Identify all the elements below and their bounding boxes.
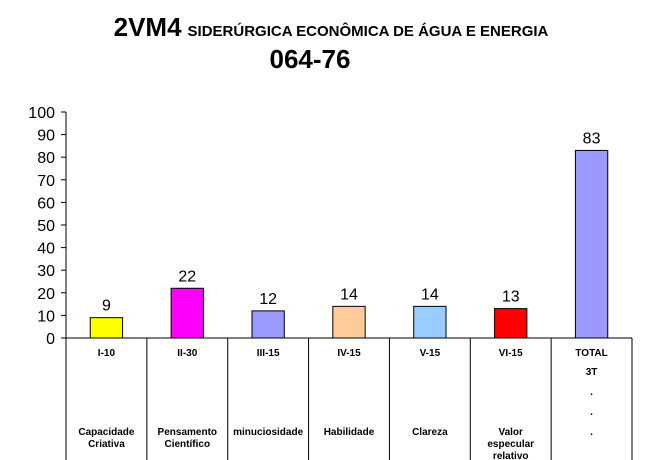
bar-value-label: 14 — [421, 286, 439, 303]
category-description: . — [590, 387, 593, 398]
category-description: Científico — [165, 439, 211, 450]
category-label: TOTAL — [575, 348, 607, 359]
y-tick-label: 50 — [37, 218, 55, 235]
y-tick-label: 100 — [28, 105, 55, 122]
category-description: minuciosidade — [233, 427, 303, 438]
chart-title-code: 2VM4 — [113, 12, 182, 42]
bar — [170, 287, 204, 339]
category-description: Clareza — [412, 427, 448, 438]
y-tick-label: 80 — [37, 150, 55, 167]
bar — [251, 310, 285, 339]
bar-value-label: 12 — [259, 291, 277, 308]
category-description: relativo — [493, 451, 529, 460]
chart-title: 2VM4 SIDERÚRGICA ECONÔMICA DE ÁGUA E ENER… — [0, 12, 662, 43]
category-label: VI-15 — [499, 348, 523, 359]
y-tick-label: 20 — [37, 286, 55, 303]
bar-value-label: 83 — [583, 130, 601, 147]
y-tick-label: 0 — [46, 331, 55, 348]
category-description: Pensamento — [158, 427, 217, 438]
category-description: Valor — [498, 427, 523, 438]
y-tick-label: 70 — [37, 173, 55, 190]
category-label: V-15 — [420, 348, 441, 359]
bar — [494, 308, 528, 339]
bar-value-label: 13 — [502, 289, 520, 306]
category-description: especular — [487, 439, 534, 450]
bar — [332, 305, 366, 339]
category-label: I-10 — [98, 348, 116, 359]
bar-value-label: 9 — [102, 298, 111, 315]
chart-subtitle: 064-76 — [269, 44, 351, 74]
category-label: III-15 — [257, 348, 280, 359]
category-description: Criativa — [88, 439, 125, 450]
category-label: II-30 — [177, 348, 197, 359]
y-tick-label: 60 — [37, 195, 55, 212]
bar — [413, 305, 447, 339]
y-tick-label: 10 — [37, 308, 55, 325]
y-tick-label: 90 — [37, 128, 55, 145]
bar-value-label: 14 — [340, 286, 358, 303]
category-label: IV-15 — [337, 348, 361, 359]
category-description: . — [590, 427, 593, 438]
chart-title-company: SIDERÚRGICA ECONÔMICA DE ÁGUA E ENERGIA — [187, 23, 549, 40]
category-description: 3T — [586, 367, 598, 378]
y-tick-label: 40 — [37, 241, 55, 258]
category-description: Capacidade — [78, 427, 135, 438]
bar-value-label: 22 — [178, 268, 196, 285]
category-description: . — [590, 407, 593, 418]
bar — [89, 317, 124, 339]
y-tick-label: 30 — [37, 263, 55, 280]
category-description: Habilidade — [324, 427, 375, 438]
bar — [574, 149, 609, 339]
